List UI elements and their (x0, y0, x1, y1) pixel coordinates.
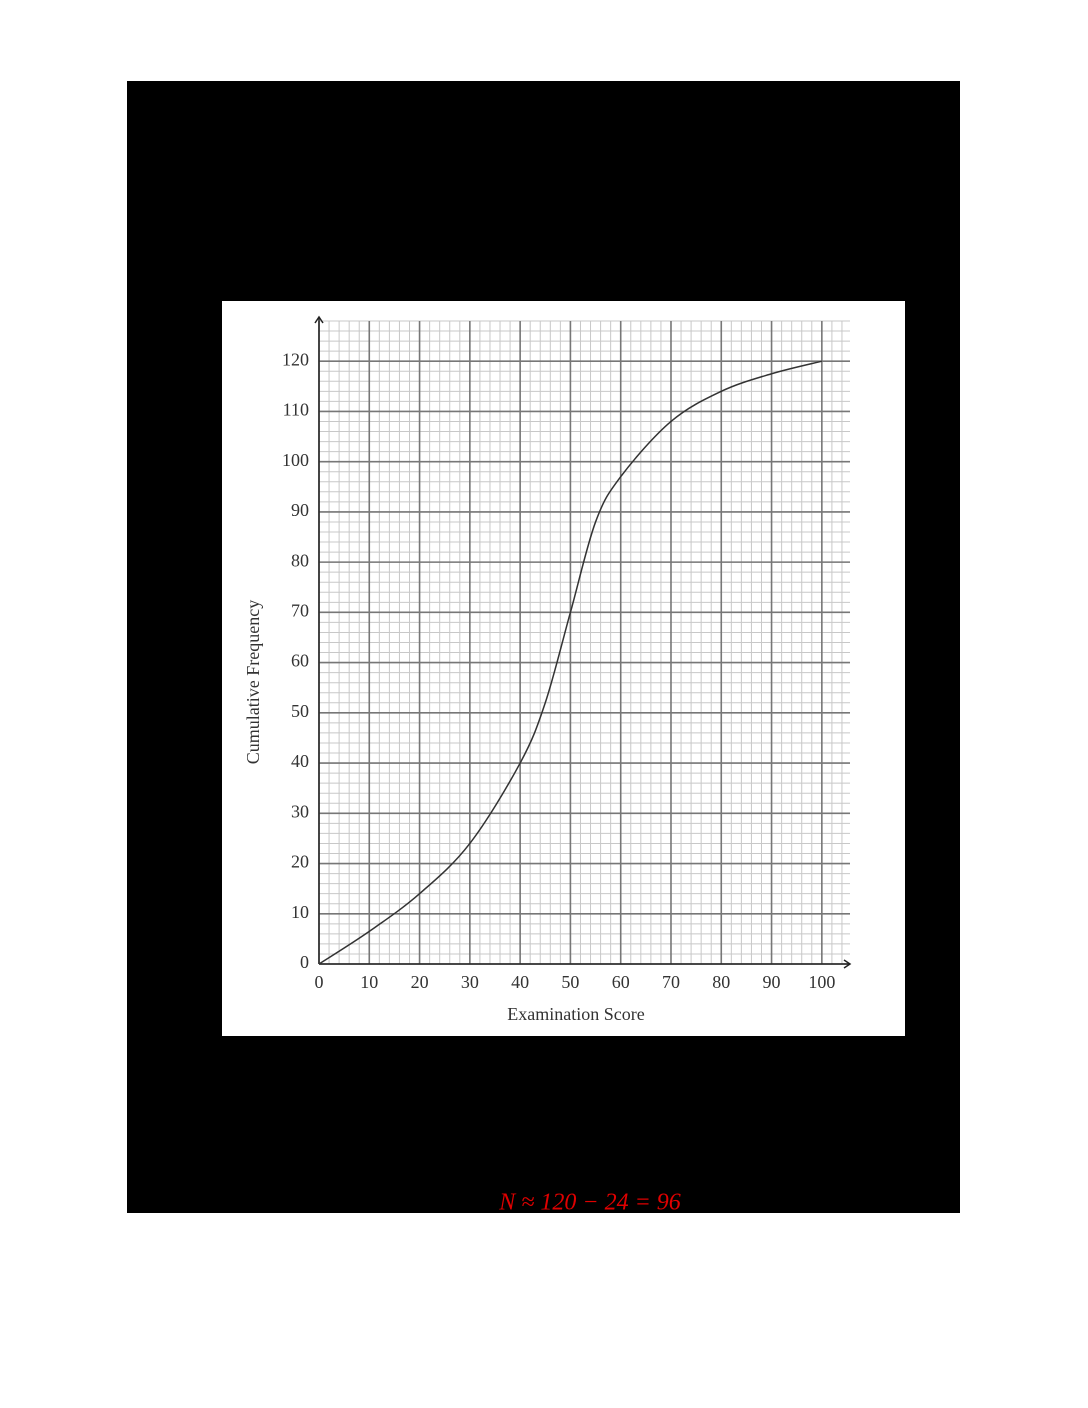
x-axis-label: Examination Score (507, 1004, 644, 1024)
y-tick-label: 100 (282, 450, 309, 470)
x-tick-label: 30 (461, 972, 479, 992)
x-tick-label: 10 (360, 972, 378, 992)
data-line (318, 360, 823, 965)
plot: 0 10 20 30 40 50 60 70 80 90 100 0 10 20 30 40 50 60 70 80 9… (282, 315, 852, 992)
y-axis-label: Cumulative Frequency (243, 600, 263, 764)
y-tick-label: 50 (291, 701, 309, 721)
x-tick-label: 50 (561, 972, 579, 992)
axis-arrow (314, 315, 324, 324)
axis-arrow (843, 959, 852, 969)
x-tick-label: 90 (763, 972, 781, 992)
x-tick-label: 40 (511, 972, 529, 992)
x-tick-label: 70 (662, 972, 680, 992)
x-tick-label: 20 (411, 972, 429, 992)
y-tick-label: 40 (291, 751, 309, 771)
y-tick-label: 60 (291, 651, 309, 671)
x-tick-label: 100 (808, 972, 835, 992)
x-tick-label: 0 (315, 972, 324, 992)
x-tick-label: 60 (612, 972, 630, 992)
y-tick-label: 120 (282, 349, 309, 369)
y-tick-label: 10 (291, 902, 309, 922)
y-tick-label: 30 (291, 801, 309, 821)
y-tick-label: 110 (283, 400, 309, 420)
annotation: N ≈ 120 − 24 = 96 (498, 1190, 681, 1216)
y-tick-label: 0 (300, 952, 309, 972)
y-tick-label: 20 (291, 852, 309, 872)
grid (318, 320, 850, 965)
y-tick-label: 80 (291, 550, 309, 570)
x-tick-label: 80 (712, 972, 730, 992)
y-tick-label: 70 (291, 600, 309, 620)
y-tick-label: 90 (291, 500, 309, 520)
